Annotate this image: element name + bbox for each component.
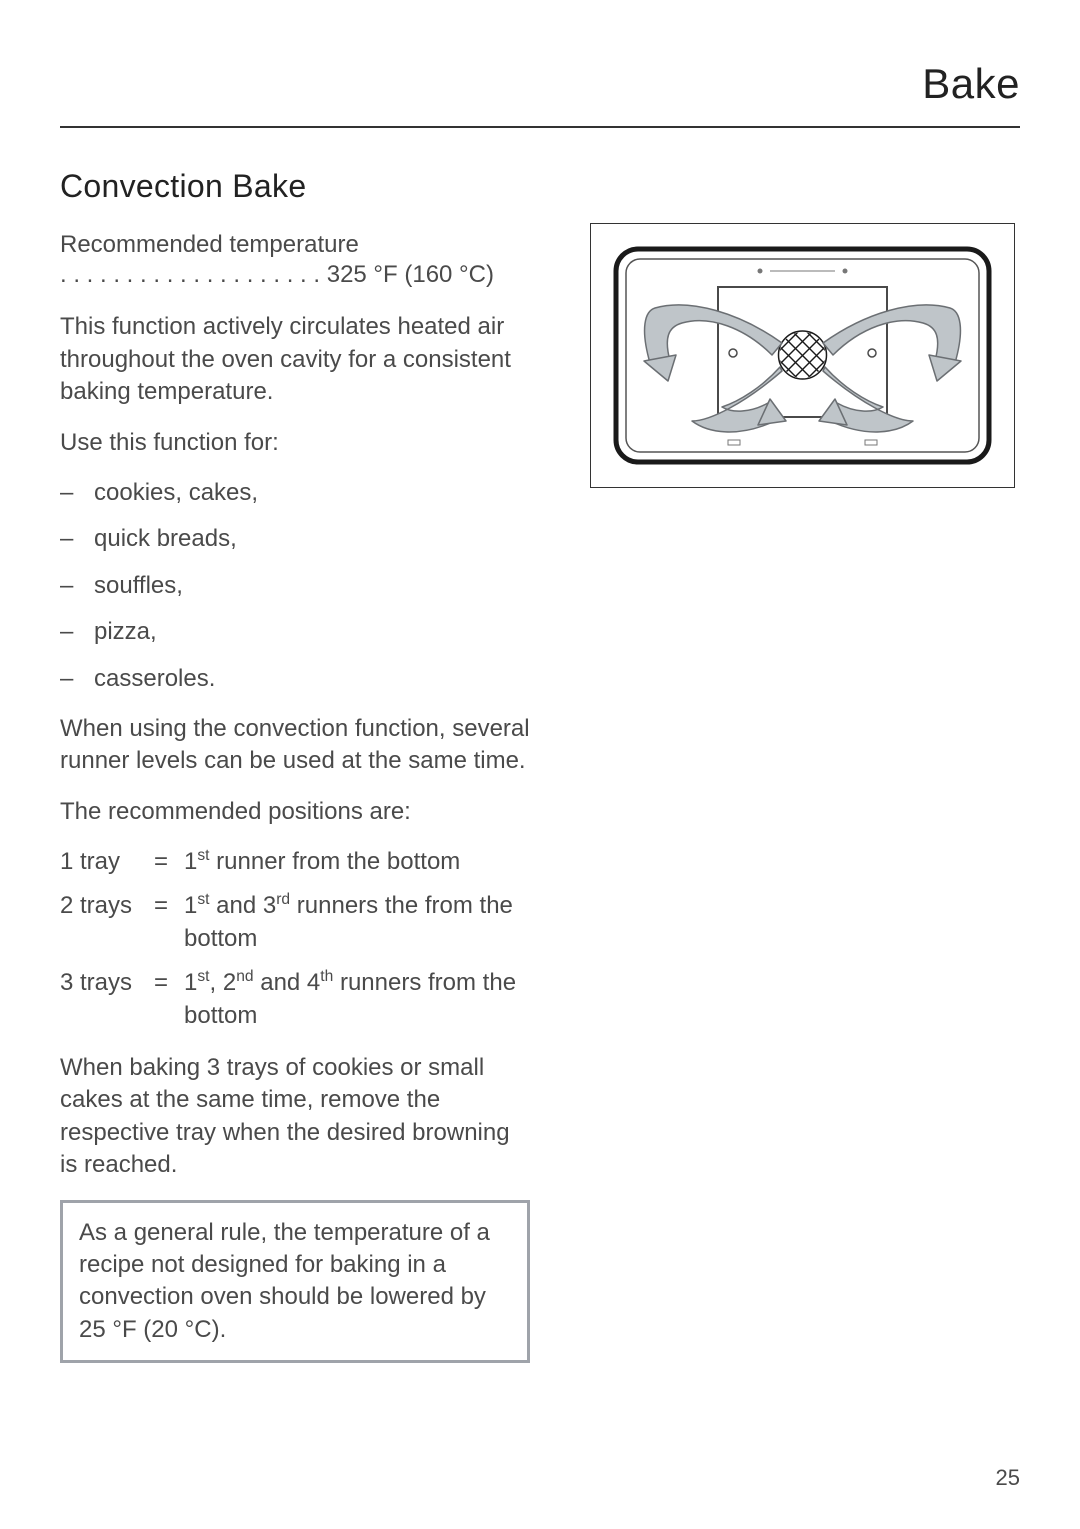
runner-desc: 1st and 3rd runners the from the bottom: [184, 890, 530, 955]
runner-desc: 1st runner from the bottom: [184, 846, 530, 878]
table-row: 2 trays = 1st and 3rd runners the from t…: [60, 890, 530, 955]
list-item-label: cookies, cakes,: [94, 477, 258, 509]
list-item-label: pizza,: [94, 616, 157, 648]
manual-page: Bake Convection Bake Recommended tempera…: [0, 0, 1080, 1529]
section-heading: Convection Bake: [60, 168, 530, 205]
table-row: 3 trays = 1st, 2nd and 4th runners from …: [60, 967, 530, 1032]
fan-grille-icon: [756, 309, 849, 402]
list-item: –casseroles.: [60, 663, 530, 695]
rec-temp-value: 325 °F (160 °C): [327, 261, 494, 288]
convection-airflow-icon: [610, 243, 995, 468]
diagram-frame: [590, 223, 1015, 488]
rec-temp-label: Recommended temperature: [60, 229, 530, 261]
bullet-dash-icon: –: [60, 663, 94, 695]
rec-temp-line: . . . . . . . . . . . . . . . . . . . . …: [60, 261, 530, 289]
tip-text: As a general rule, the temperature of a …: [79, 1219, 490, 1343]
multi-level-note: When using the convection function, seve…: [60, 713, 530, 778]
header-rule: [60, 126, 1020, 128]
equals-sign: =: [154, 890, 184, 955]
table-row: 1 tray = 1st runner from the bottom: [60, 846, 530, 878]
equals-sign: =: [154, 846, 184, 878]
rec-temp-dots: . . . . . . . . . . . . . . . . . . . .: [60, 261, 327, 288]
positions-table: 1 tray = 1st runner from the bottom 2 tr…: [60, 846, 530, 1032]
bullet-dash-icon: –: [60, 616, 94, 648]
equals-sign: =: [154, 967, 184, 1032]
list-item-label: quick breads,: [94, 523, 237, 555]
tray-count: 1 tray: [60, 846, 154, 878]
page-title: Bake: [60, 60, 1020, 108]
list-item: –quick breads,: [60, 523, 530, 555]
tray-count: 2 trays: [60, 890, 154, 955]
list-item: –pizza,: [60, 616, 530, 648]
browning-note: When baking 3 trays of cookies or small …: [60, 1052, 530, 1182]
bullet-dash-icon: –: [60, 570, 94, 602]
list-item: –cookies, cakes,: [60, 477, 530, 509]
tip-callout: As a general rule, the temperature of a …: [60, 1200, 530, 1364]
positions-intro: The recommended positions are:: [60, 796, 530, 828]
bullet-dash-icon: –: [60, 477, 94, 509]
list-item-label: souffles,: [94, 570, 183, 602]
page-number: 25: [996, 1465, 1020, 1491]
description-text: This function actively circulates heated…: [60, 311, 530, 408]
bullet-dash-icon: –: [60, 523, 94, 555]
runner-desc: 1st, 2nd and 4th runners from the bottom: [184, 967, 530, 1032]
list-item-label: casseroles.: [94, 663, 215, 695]
use-list: –cookies, cakes, –quick breads, –souffle…: [60, 477, 530, 695]
left-column: Convection Bake Recommended temperature …: [60, 168, 530, 1363]
content-columns: Convection Bake Recommended temperature …: [60, 168, 1020, 1363]
use-intro-text: Use this function for:: [60, 427, 530, 459]
tray-count: 3 trays: [60, 967, 154, 1032]
right-column: [590, 168, 1020, 1363]
list-item: –souffles,: [60, 570, 530, 602]
